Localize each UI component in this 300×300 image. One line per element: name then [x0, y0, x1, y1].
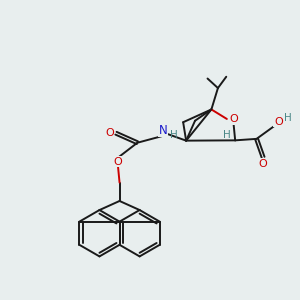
Text: H: H [223, 130, 231, 140]
Text: O: O [114, 157, 122, 167]
Text: O: O [274, 117, 283, 127]
Text: O: O [259, 159, 268, 169]
Text: N: N [159, 124, 168, 137]
Text: H: H [284, 113, 292, 123]
Text: O: O [229, 114, 238, 124]
Text: H: H [170, 130, 178, 140]
Text: O: O [105, 128, 114, 138]
